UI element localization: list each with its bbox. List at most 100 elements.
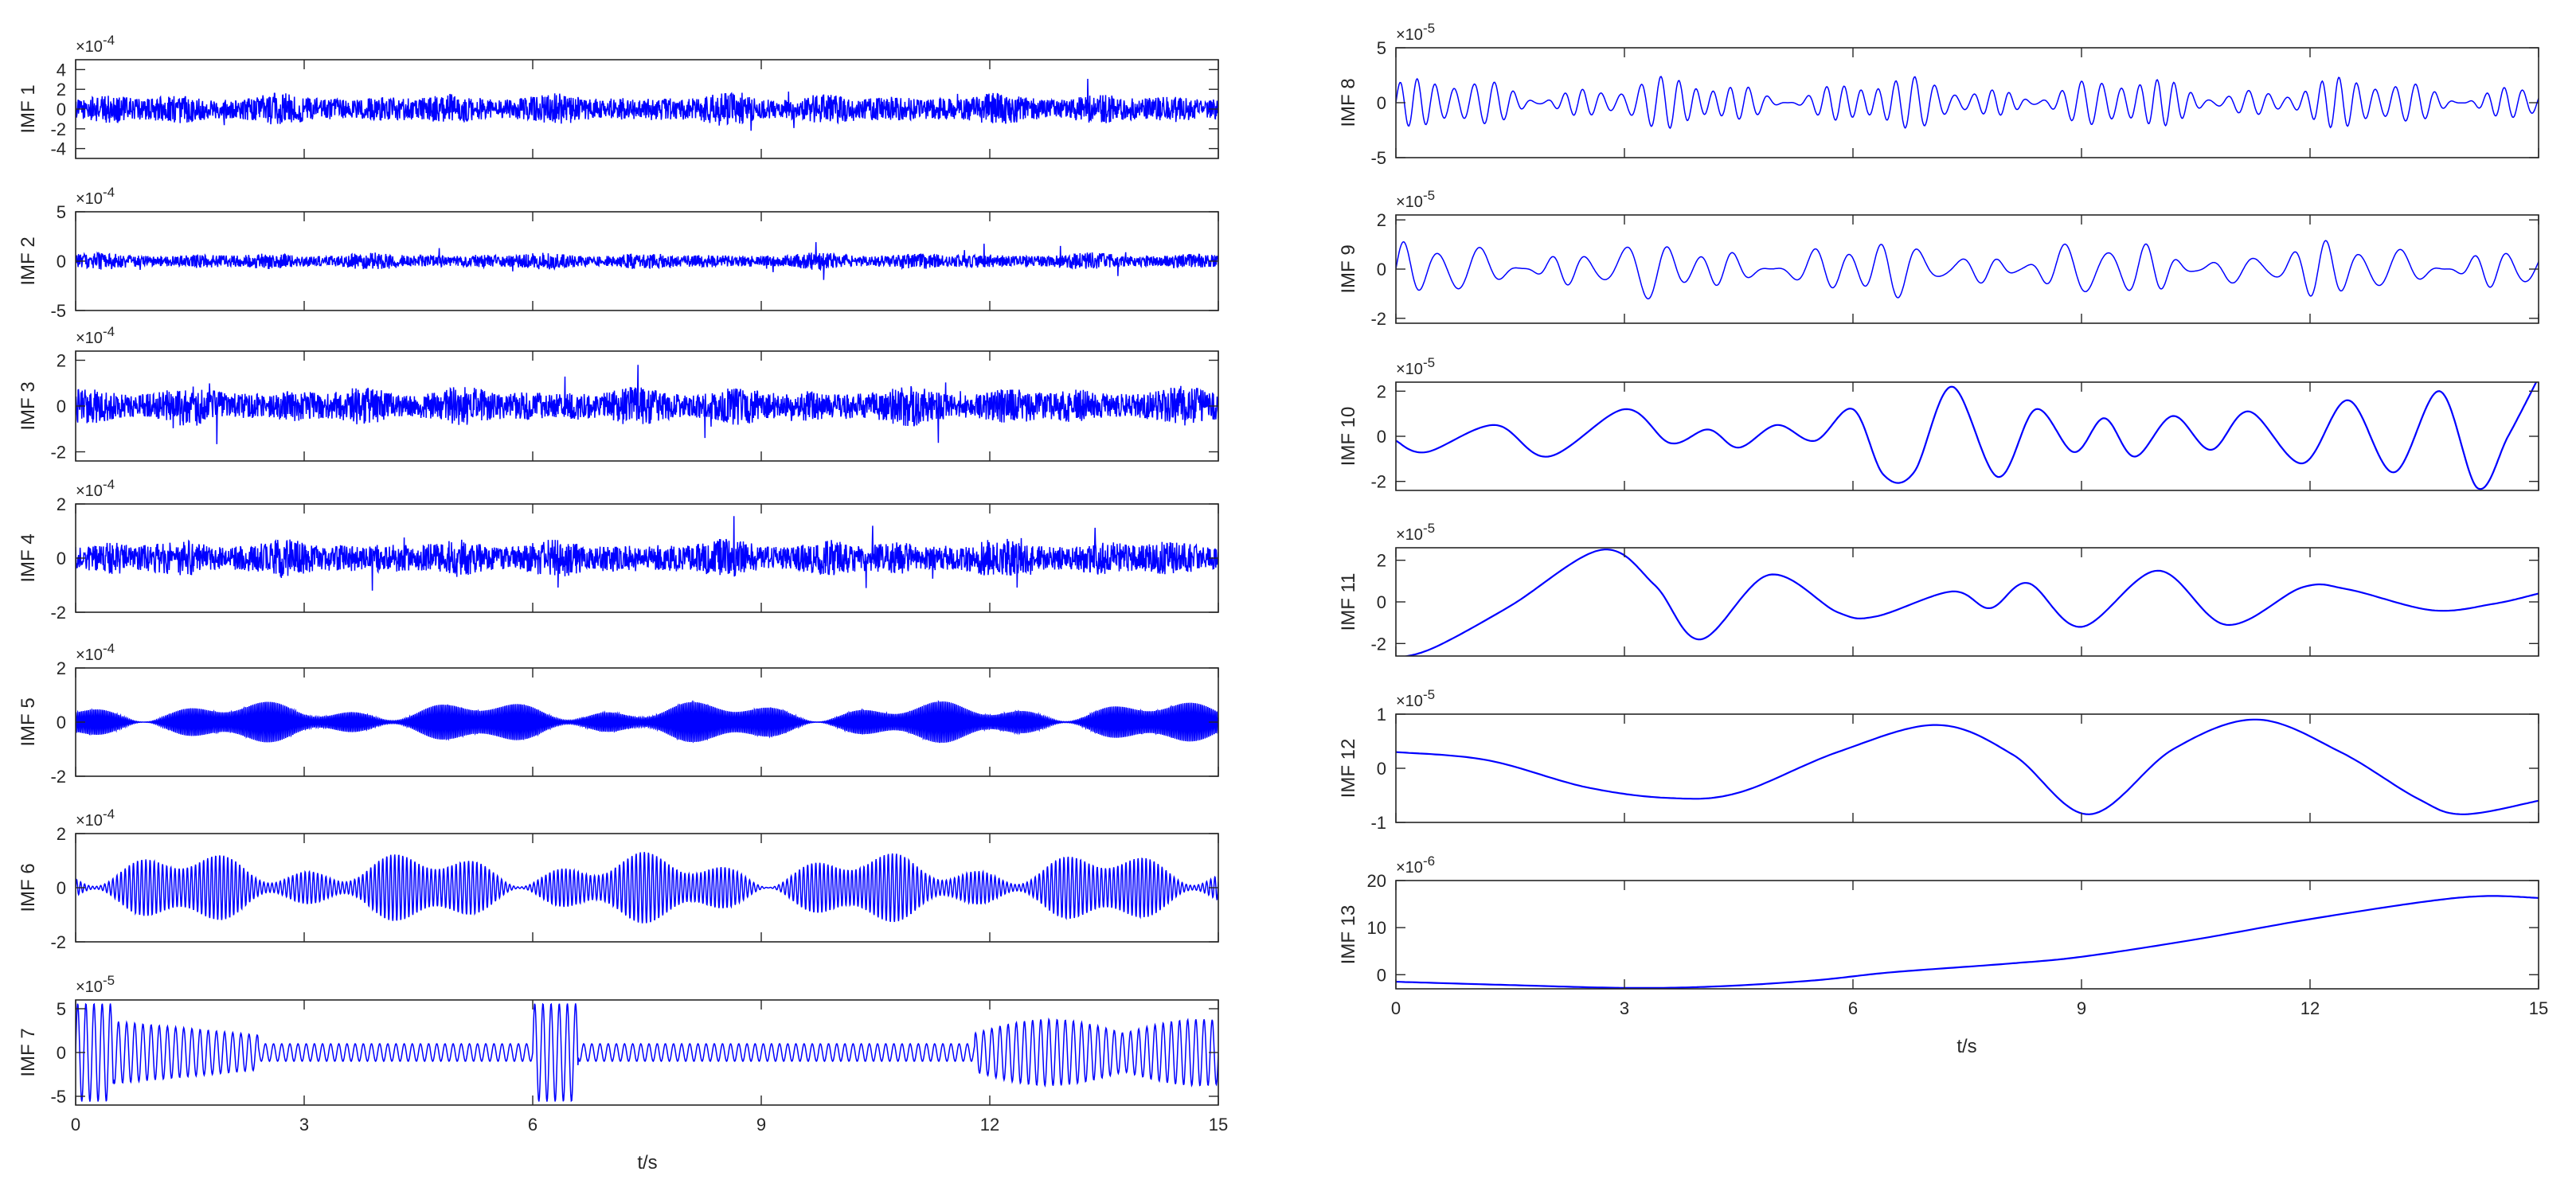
x-tick-label: 12 [2300, 998, 2320, 1018]
y-tick-label: -2 [50, 932, 66, 952]
subplot-imf-4: 2 0 -2 ×10-4 IMF 4 [18, 477, 1219, 623]
y-tick-label: 20 [1367, 871, 1386, 891]
y-tick-label: 2 [1377, 210, 1386, 230]
y-axis-label: IMF 1 [18, 84, 39, 133]
y-tick-label: 0 [57, 713, 66, 732]
y-axis-label: IMF 10 [1338, 407, 1359, 467]
y-axis-label: IMF 12 [1338, 739, 1359, 799]
y-tick-label: -2 [1370, 634, 1386, 654]
axes-box [1395, 214, 2539, 324]
y-tick-label: 0 [57, 549, 66, 568]
x-tick-label: 0 [1391, 998, 1401, 1018]
y-tick-label: -5 [1370, 148, 1386, 168]
axes-box [1395, 381, 2539, 491]
x-tick-label: 15 [1209, 1115, 1228, 1135]
subplot-imf-3: 2 0 -2 ×10-4 IMF 3 [18, 324, 1219, 463]
y-tick-label: -5 [50, 301, 66, 321]
y-axis-label: IMF 6 [18, 863, 39, 912]
y-exponent-label: ×10-4 [76, 641, 115, 664]
x-tick-label: 9 [756, 1115, 766, 1135]
y-tick-label: -2 [50, 603, 66, 623]
y-exponent-label: ×10-4 [76, 185, 115, 208]
y-tick-label: -2 [1370, 472, 1386, 492]
series-line [76, 242, 1218, 280]
y-tick-label: -5 [50, 1087, 66, 1107]
y-tick-label: 0 [1377, 759, 1386, 779]
series-line [76, 1002, 1218, 1103]
y-tick-label: 0 [1377, 592, 1386, 612]
y-axis-label: IMF 8 [1338, 78, 1359, 127]
y-tick-label: -4 [50, 139, 66, 159]
y-axis-label: IMF 2 [18, 236, 39, 285]
x-tick-label: 3 [1620, 998, 1629, 1018]
y-exponent-label: ×10-5 [1396, 21, 1435, 44]
x-tick-label: 6 [528, 1115, 537, 1135]
y-exponent-label: ×10-5 [1396, 355, 1435, 378]
subplot-imf-2: 5 0 -5 ×10-4 IMF 2 [18, 185, 1219, 321]
y-tick-label: 2 [1377, 381, 1386, 401]
subplot-imf-11: 2 0 -2 ×10-5 IMF 11 [1338, 521, 2539, 657]
x-tick-label: 3 [299, 1115, 309, 1135]
y-exponent-label: ×10-4 [76, 806, 115, 830]
y-axis-label: IMF 11 [1338, 573, 1359, 631]
y-tick-label: 5 [57, 202, 66, 222]
x-tick-label: 15 [2529, 998, 2548, 1018]
y-tick-label: 0 [1377, 965, 1386, 985]
subplot-imf-8: 5 0 -5 ×10-5 IMF 8 [1338, 21, 2539, 168]
y-axis-label: IMF 4 [18, 533, 39, 582]
y-tick-label: 0 [1377, 93, 1386, 113]
y-exponent-label: ×10-4 [76, 324, 115, 347]
x-tick-label: 6 [1848, 998, 1858, 1018]
y-tick-label: 2 [57, 80, 66, 100]
y-exponent-label: ×10-6 [1396, 853, 1435, 877]
y-axis-label: IMF 9 [1338, 244, 1359, 293]
x-tick-label: 12 [980, 1115, 999, 1135]
y-exponent-label: ×10-5 [1396, 521, 1435, 544]
y-tick-label: 0 [57, 396, 66, 416]
y-tick-label: 2 [57, 658, 66, 678]
y-tick-label: 2 [57, 824, 66, 844]
subplot-imf-9: 2 0 -2 ×10-5 IMF 9 [1338, 188, 2539, 329]
subplot-imf-10: 2 0 -2 ×10-5 IMF 10 [1338, 355, 2539, 492]
subplot-imf-1: 420-2-4 ×10-4 IMF 1 [18, 33, 1219, 159]
y-axis-label: IMF 13 [1338, 905, 1359, 965]
y-tick-label: -2 [1370, 309, 1386, 329]
y-tick-label: 0 [57, 1043, 66, 1063]
y-tick-label: -2 [50, 767, 66, 787]
series-line [1396, 240, 2539, 300]
y-axis-label: IMF 3 [18, 381, 39, 430]
y-tick-label: 0 [57, 252, 66, 271]
y-exponent-label: ×10-4 [76, 33, 115, 56]
series-line [1396, 382, 2538, 490]
y-tick-label: 4 [57, 60, 66, 80]
axes-box [1395, 880, 2539, 990]
y-tick-label: 2 [57, 494, 66, 514]
y-tick-label: 5 [57, 999, 66, 1019]
y-tick-label: 5 [1377, 38, 1386, 58]
series-line [76, 700, 1218, 744]
axes-box [1395, 47, 2539, 158]
y-tick-label: 0 [1377, 427, 1386, 447]
y-tick-label: 10 [1367, 918, 1386, 938]
series-line [76, 365, 1218, 444]
subplot-imf-5: 2 0 -2 ×10-4 IMF 5 [18, 641, 1219, 787]
series-line [1396, 76, 2539, 130]
series-line [1396, 895, 2539, 989]
y-tick-label: -2 [50, 443, 66, 463]
axes-box [1395, 547, 2539, 657]
series-line [76, 852, 1218, 924]
x-tick-label: 9 [2077, 998, 2086, 1018]
series-line [76, 516, 1218, 591]
y-tick-label: 0 [57, 878, 66, 898]
y-tick-label: 2 [1377, 551, 1386, 571]
y-tick-label: -2 [50, 119, 66, 139]
subplot-imf-13: 20 10 00 3 6 9 12 15 ×10-6 IMF 13 [1338, 853, 2548, 1018]
y-tick-label: 0 [1377, 260, 1386, 279]
series-line [1396, 718, 2539, 815]
y-exponent-label: ×10-5 [1396, 687, 1435, 710]
y-tick-label: -1 [1370, 813, 1386, 833]
y-tick-label: 1 [1377, 705, 1386, 724]
